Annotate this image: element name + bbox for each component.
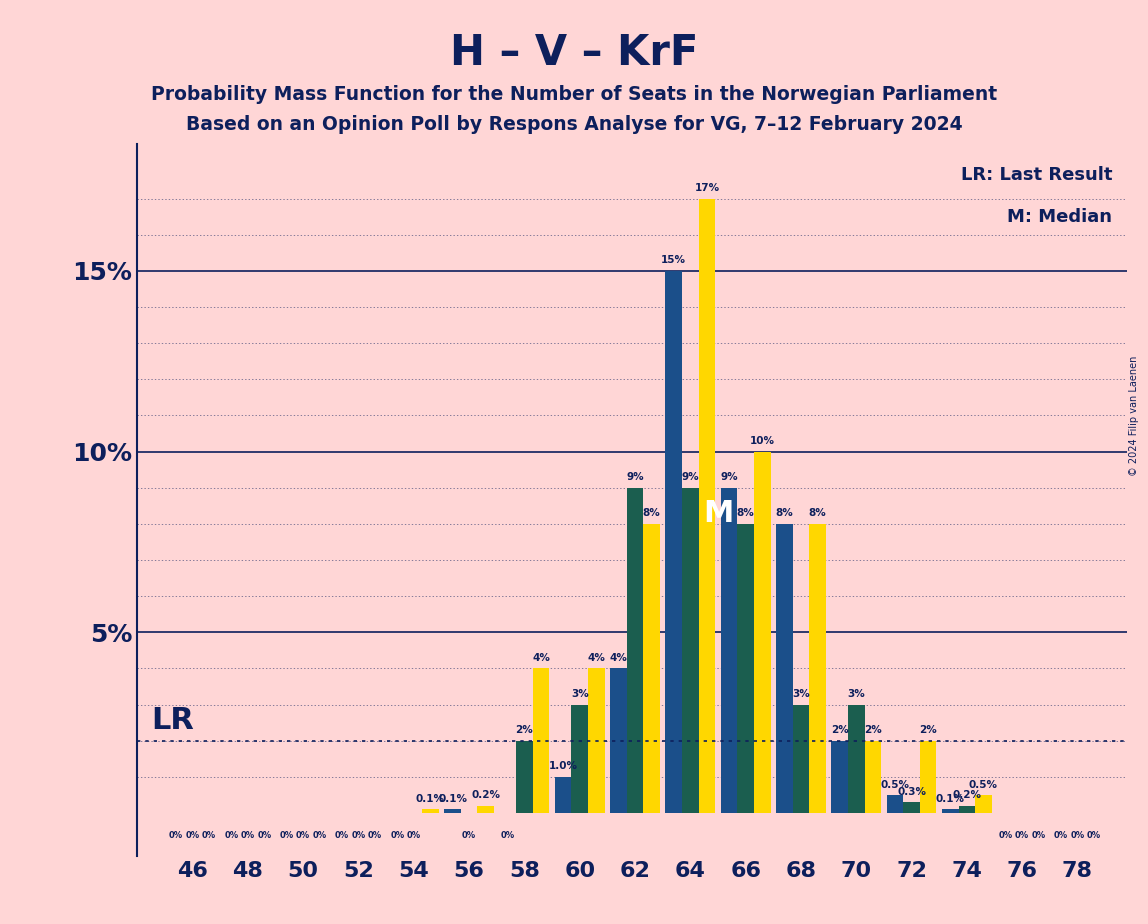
- Text: 1.0%: 1.0%: [549, 761, 577, 772]
- Text: LR: Last Result: LR: Last Result: [961, 165, 1112, 184]
- Bar: [422, 809, 439, 813]
- Text: 0.2%: 0.2%: [471, 790, 501, 800]
- Text: 9%: 9%: [720, 472, 738, 482]
- Text: 0.1%: 0.1%: [936, 794, 964, 804]
- Bar: [920, 741, 937, 813]
- Text: 9%: 9%: [682, 472, 699, 482]
- Text: 8%: 8%: [643, 508, 660, 518]
- Text: 0%: 0%: [351, 831, 365, 840]
- Bar: [533, 668, 549, 813]
- Bar: [627, 488, 643, 813]
- Text: 0.5%: 0.5%: [969, 780, 998, 789]
- Bar: [588, 668, 605, 813]
- Text: H – V – KrF: H – V – KrF: [450, 32, 698, 74]
- Text: 8%: 8%: [776, 508, 793, 518]
- Text: M: M: [703, 499, 734, 528]
- Text: 0%: 0%: [461, 831, 476, 840]
- Text: 8%: 8%: [737, 508, 754, 518]
- Text: 3%: 3%: [792, 689, 809, 699]
- Text: 0.2%: 0.2%: [953, 790, 982, 800]
- Bar: [975, 795, 992, 813]
- Bar: [666, 271, 682, 813]
- Text: 2%: 2%: [515, 725, 534, 736]
- Bar: [643, 524, 660, 813]
- Text: 0%: 0%: [257, 831, 272, 840]
- Text: 17%: 17%: [695, 183, 720, 193]
- Text: 0%: 0%: [186, 831, 200, 840]
- Text: 0%: 0%: [406, 831, 421, 840]
- Text: 0.1%: 0.1%: [416, 794, 445, 804]
- Text: 0%: 0%: [369, 831, 382, 840]
- Text: 2%: 2%: [920, 725, 937, 736]
- Bar: [886, 795, 903, 813]
- Bar: [864, 741, 882, 813]
- Bar: [903, 802, 920, 813]
- Bar: [792, 705, 809, 813]
- Text: 3%: 3%: [847, 689, 866, 699]
- Text: 9%: 9%: [626, 472, 644, 482]
- Text: 4%: 4%: [610, 653, 627, 663]
- Text: 0%: 0%: [1032, 831, 1046, 840]
- Text: 0%: 0%: [501, 831, 515, 840]
- Bar: [572, 705, 588, 813]
- Text: 0%: 0%: [1070, 831, 1085, 840]
- Bar: [699, 199, 715, 813]
- Text: 2%: 2%: [831, 725, 848, 736]
- Text: © 2024 Filip van Laenen: © 2024 Filip van Laenen: [1128, 356, 1139, 476]
- Bar: [610, 668, 627, 813]
- Text: 0%: 0%: [224, 831, 239, 840]
- Bar: [809, 524, 825, 813]
- Bar: [754, 452, 770, 813]
- Text: 3%: 3%: [571, 689, 589, 699]
- Bar: [682, 488, 699, 813]
- Text: 0.3%: 0.3%: [897, 786, 926, 796]
- Text: 4%: 4%: [588, 653, 605, 663]
- Text: 0%: 0%: [202, 831, 216, 840]
- Text: 8%: 8%: [808, 508, 827, 518]
- Bar: [737, 524, 754, 813]
- Text: 0%: 0%: [169, 831, 183, 840]
- Bar: [554, 777, 572, 813]
- Text: 0%: 0%: [312, 831, 327, 840]
- Text: 0%: 0%: [1087, 831, 1101, 840]
- Text: 15%: 15%: [661, 255, 687, 265]
- Text: 0%: 0%: [390, 831, 404, 840]
- Text: Probability Mass Function for the Number of Seats in the Norwegian Parliament: Probability Mass Function for the Number…: [150, 85, 998, 104]
- Bar: [959, 806, 975, 813]
- Text: LR: LR: [152, 706, 194, 736]
- Bar: [848, 705, 864, 813]
- Text: M: Median: M: Median: [1008, 209, 1112, 226]
- Bar: [831, 741, 848, 813]
- Text: 10%: 10%: [750, 436, 775, 446]
- Bar: [478, 806, 494, 813]
- Text: 0.1%: 0.1%: [439, 794, 467, 804]
- Text: 0%: 0%: [241, 831, 255, 840]
- Bar: [721, 488, 737, 813]
- Bar: [943, 809, 959, 813]
- Text: 0%: 0%: [279, 831, 294, 840]
- Text: 0%: 0%: [296, 831, 310, 840]
- Text: 0.5%: 0.5%: [881, 780, 909, 789]
- Text: 0%: 0%: [999, 831, 1013, 840]
- Bar: [776, 524, 792, 813]
- Text: 0%: 0%: [1015, 831, 1030, 840]
- Bar: [517, 741, 533, 813]
- Text: Based on an Opinion Poll by Respons Analyse for VG, 7–12 February 2024: Based on an Opinion Poll by Respons Anal…: [186, 116, 962, 135]
- Text: 0%: 0%: [1054, 831, 1068, 840]
- Text: 0%: 0%: [335, 831, 349, 840]
- Text: 2%: 2%: [864, 725, 882, 736]
- Text: 4%: 4%: [532, 653, 550, 663]
- Bar: [444, 809, 460, 813]
